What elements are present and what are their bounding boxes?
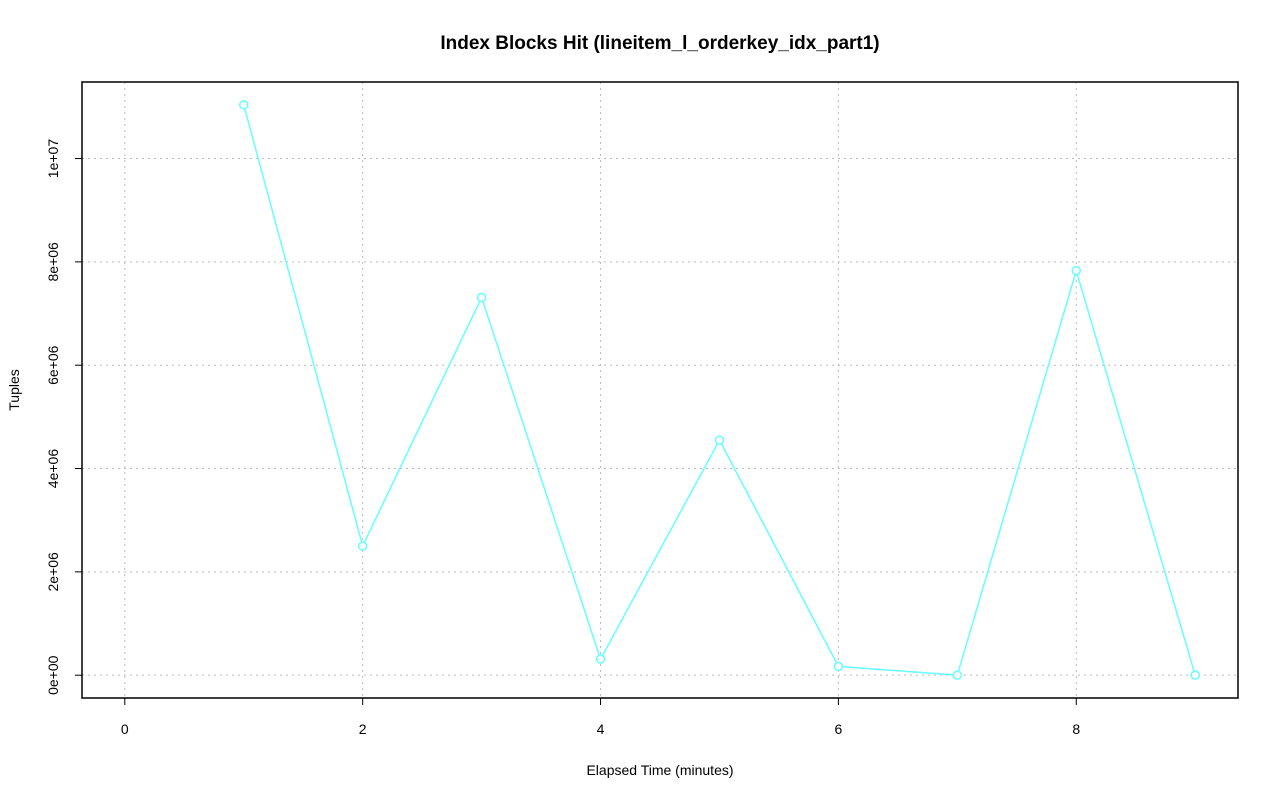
data-point (1071, 265, 1082, 276)
data-point (952, 670, 963, 680)
x-tick-label: 6 (834, 721, 842, 737)
data-point (1190, 670, 1200, 680)
data-point (357, 541, 368, 551)
y-tick-label: 4e+06 (45, 449, 61, 489)
chart-title: Index Blocks Hit (lineitem_l_orderkey_id… (440, 33, 879, 54)
data-point (595, 654, 606, 664)
plot-frame (81, 81, 1239, 699)
x-tick-label: 0 (121, 721, 129, 737)
data-point (238, 100, 249, 110)
y-tick-label: 8e+06 (45, 242, 61, 282)
y-tick-label: 2e+06 (45, 552, 61, 592)
y-tick-label: 1e+07 (45, 139, 61, 179)
data-line (243, 104, 1196, 676)
data-point (714, 435, 725, 445)
y-tick-label: 6e+06 (45, 345, 61, 385)
x-axis-label: Elapsed Time (minutes) (586, 762, 733, 778)
y-tick-label: 0e+00 (45, 655, 61, 695)
x-tick-label: 4 (597, 721, 605, 737)
data-point (476, 292, 487, 303)
y-axis-label: Tuples (6, 369, 22, 411)
x-tick-label: 2 (359, 721, 367, 737)
data-point (833, 661, 844, 672)
x-tick-label: 8 (1072, 721, 1080, 737)
